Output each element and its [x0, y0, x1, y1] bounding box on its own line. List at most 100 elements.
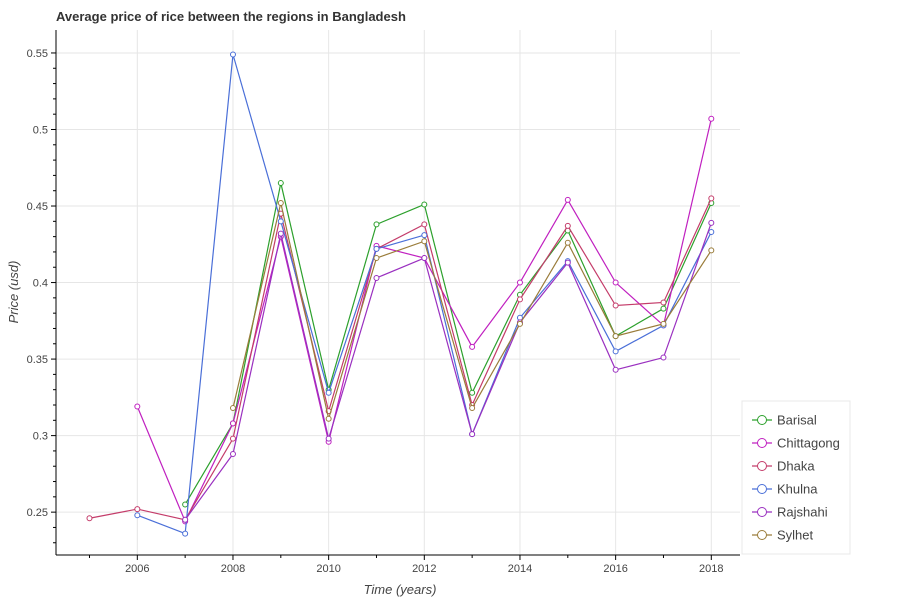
data-point — [182, 501, 189, 508]
legend-item-barisal: Barisal — [752, 413, 817, 428]
series-layer — [86, 51, 715, 537]
data-point — [277, 180, 284, 187]
data-point — [421, 232, 428, 239]
legend-marker-swatch — [757, 415, 767, 425]
series-line — [232, 202, 712, 422]
data-point — [708, 195, 715, 202]
legend-label: Dhaka — [777, 459, 815, 474]
data-point — [134, 506, 141, 513]
data-point — [708, 229, 715, 236]
data-point — [182, 530, 189, 537]
data-point — [277, 199, 284, 206]
data-point — [421, 255, 428, 262]
data-point — [564, 259, 571, 266]
series-line — [184, 182, 712, 505]
data-point — [277, 230, 284, 237]
grid — [56, 30, 740, 555]
x-tick-label: 2014 — [508, 563, 532, 575]
y-tick-label: 0.25 — [27, 507, 48, 519]
data-point — [612, 302, 619, 309]
data-point — [421, 238, 428, 245]
data-point — [469, 389, 476, 396]
data-point — [325, 389, 332, 396]
data-point — [564, 196, 571, 203]
legend-label: Khulna — [777, 482, 818, 497]
legend-item-rajshahi: Rajshahi — [752, 505, 828, 520]
data-point — [660, 299, 667, 306]
legend-item-sylhet: Sylhet — [752, 528, 814, 543]
legend-label: Rajshahi — [777, 505, 828, 520]
data-point — [516, 296, 523, 303]
x-tick-label: 2012 — [412, 563, 436, 575]
data-point — [229, 435, 236, 442]
data-point — [660, 354, 667, 361]
data-point — [660, 305, 667, 312]
legend-label: Chittagong — [777, 436, 840, 451]
legend-marker-swatch — [757, 438, 767, 448]
x-tick-label: 2006 — [125, 563, 149, 575]
y-tick-label: 0.45 — [27, 201, 48, 213]
x-tick-label: 2018 — [699, 563, 723, 575]
y-tick-label: 0.5 — [33, 124, 48, 136]
data-point — [516, 279, 523, 286]
y-tick-label: 0.55 — [27, 48, 48, 60]
y-tick-label: 0.4 — [33, 278, 48, 290]
data-point — [182, 516, 189, 523]
data-point — [660, 320, 667, 327]
legend-label: Barisal — [777, 413, 817, 428]
chart-title: Average price of rice between the region… — [56, 9, 406, 24]
data-point — [612, 366, 619, 373]
data-point — [469, 431, 476, 438]
legend-marker-swatch — [757, 461, 767, 471]
data-point — [708, 219, 715, 226]
data-point — [612, 279, 619, 286]
x-tick-label: 2010 — [316, 563, 340, 575]
data-point — [229, 420, 236, 427]
data-point — [373, 221, 380, 228]
data-point — [469, 343, 476, 350]
data-point — [325, 435, 332, 442]
data-point — [612, 348, 619, 355]
data-point — [229, 405, 236, 412]
legend-box — [741, 400, 851, 555]
legend-item-khulna: Khulna — [752, 482, 818, 497]
x-axis-label: Time (years) — [364, 582, 437, 597]
data-point — [421, 201, 428, 208]
data-point — [564, 222, 571, 229]
data-point — [708, 115, 715, 122]
series-rajshahi — [182, 219, 715, 523]
series-line — [89, 198, 712, 521]
legend-marker-swatch — [757, 484, 767, 494]
data-point — [373, 255, 380, 262]
series-barisal — [182, 180, 715, 508]
data-point — [564, 239, 571, 246]
data-point — [229, 450, 236, 457]
data-point — [229, 51, 236, 58]
data-point — [86, 515, 93, 522]
axes: 2006 2008 2010 2012 2014 2016 2018 0.25 0.3 0.35 0… — [27, 30, 740, 575]
series-line — [184, 222, 712, 521]
legend-item-chittagong: Chittagong — [752, 436, 840, 451]
legend-label: Sylhet — [777, 528, 814, 543]
data-point — [134, 403, 141, 410]
data-point — [421, 221, 428, 228]
legend-marker-swatch — [757, 530, 767, 540]
data-point — [373, 245, 380, 252]
x-tick-label: 2016 — [603, 563, 627, 575]
y-axis-label: Price (usd) — [6, 261, 21, 324]
x-tick-label: 2008 — [221, 563, 245, 575]
series-sylhet — [229, 199, 715, 422]
y-tick-label: 0.35 — [27, 354, 48, 366]
y-tick-label: 0.3 — [33, 431, 48, 443]
data-point — [277, 218, 284, 225]
data-point — [469, 405, 476, 412]
legend-item-dhaka: Dhaka — [752, 459, 815, 474]
data-point — [325, 415, 332, 422]
data-point — [612, 333, 619, 340]
legend-marker-swatch — [757, 507, 767, 517]
data-point — [708, 247, 715, 254]
data-point — [373, 274, 380, 281]
legend: Barisal Chittagong Dhaka Khulna Rajshahi Sylh… — [741, 400, 851, 555]
data-point — [516, 320, 523, 327]
